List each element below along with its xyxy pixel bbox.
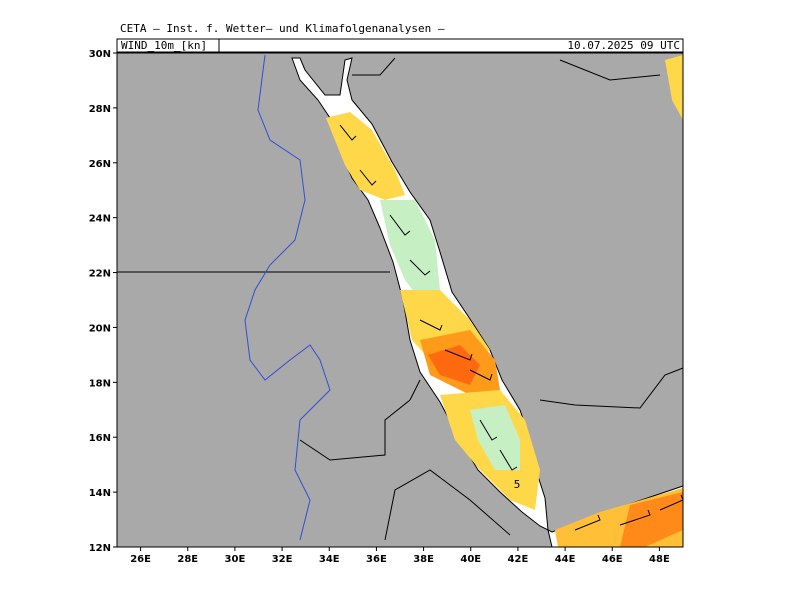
x-tick-label: 26E — [130, 554, 151, 565]
y-tick-label: 30N — [89, 49, 111, 60]
x-tick-label: 42E — [508, 554, 529, 565]
map-frame — [116, 52, 684, 548]
valid-time: 10.07.2025 09 UTC — [567, 39, 680, 52]
contour-label: 5 — [514, 478, 521, 491]
x-tick-label: 38E — [413, 554, 434, 565]
wind-barbs — [339, 124, 684, 531]
y-tick-label: 22N — [89, 269, 111, 280]
wind-shading — [428, 345, 480, 385]
y-tick-label: 26N — [89, 159, 111, 170]
x-tick-label: 46E — [602, 554, 623, 565]
x-tick-label: 34E — [319, 554, 340, 565]
y-tick-label: 20N — [89, 323, 111, 334]
x-tick-label: 44E — [555, 554, 576, 565]
y-tick-label: 16N — [89, 433, 111, 444]
variable-label: WIND_10m_[kn] — [121, 39, 207, 52]
x-tick-label: 30E — [225, 554, 246, 565]
wind-shading — [326, 112, 405, 200]
land — [117, 53, 683, 547]
y-tick-label: 12N — [89, 543, 111, 554]
x-tick-label: 36E — [366, 554, 387, 565]
y-tick-label: 18N — [89, 378, 111, 389]
wind-shading — [620, 492, 683, 547]
y-tick-label: 14N — [89, 488, 111, 499]
map-area: 5 — [116, 52, 684, 548]
y-tick-label: 28N — [89, 104, 111, 115]
wind-shading — [470, 405, 520, 470]
y-tick-label: 24N — [89, 214, 111, 225]
x-tick-label: 40E — [460, 554, 481, 565]
x-tick-label: 48E — [649, 554, 670, 565]
variable-box — [116, 38, 220, 53]
x-tick-label: 28E — [177, 554, 198, 565]
river — [244, 54, 331, 541]
wind-shading — [665, 55, 683, 120]
x-tick-label: 32E — [272, 554, 293, 565]
border — [299, 57, 684, 541]
header-title: CETA – Inst. f. Wetter– und Klimafolgena… — [120, 22, 445, 35]
